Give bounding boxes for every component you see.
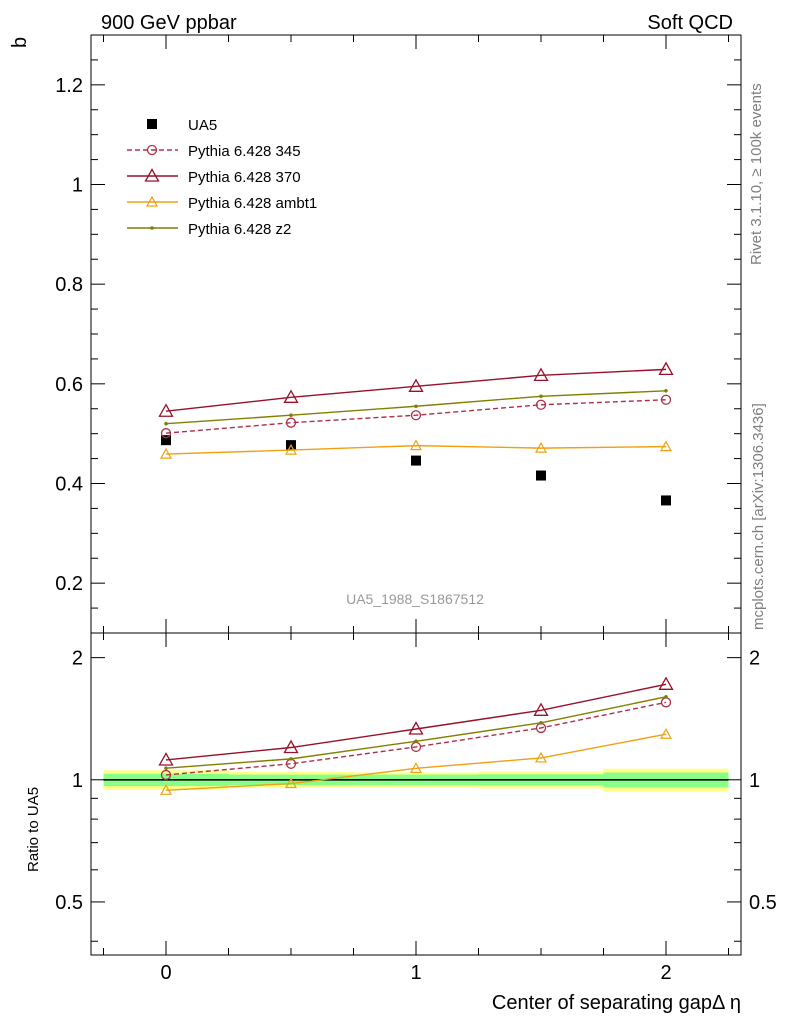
ratio-line-ambt1: [165, 733, 667, 792]
main-y-tick-label-5: 1.2: [55, 75, 83, 97]
mcplots-label: mcplots.cern.ch [arXiv:1306.3436]: [750, 403, 767, 630]
ratio-plot-frame: [90, 632, 742, 956]
data-point-ambt1-1: [284, 443, 298, 455]
data-point-ua5-4: [661, 495, 671, 506]
ratio-point-ambt1-4: [659, 727, 673, 739]
data-point-p345-3: [535, 399, 547, 410]
main-plot: 0.2 0.4 0.6 0.8 1 1.2: [55, 34, 742, 634]
header-right-label: Soft QCD: [647, 12, 733, 34]
ratio-point-p345-0: [160, 769, 172, 781]
data-point-ambt1-4: [659, 440, 673, 452]
data-point-z2-4: [664, 389, 668, 393]
legend: UA5 Pythia 6.428 345 Pythia 6.428 370 Pythi…: [127, 117, 317, 238]
data-point-p370-0: [158, 403, 174, 417]
data-point-ambt1-0: [159, 447, 173, 459]
x-tick-label-1: 1: [410, 962, 421, 984]
ratio-y-tick-label-1: 1: [72, 770, 83, 792]
data-point-ambt1-2: [409, 439, 423, 451]
legend-label-p345: Pythia 6.428 345: [188, 143, 301, 160]
series-line-ambt1: [165, 444, 667, 455]
ratio-point-p370-0: [158, 752, 174, 766]
ratio-point-z2-2: [414, 739, 418, 744]
rivet-label: Rivet 3.1.10, ≥ 100k events: [748, 83, 765, 265]
data-point-p370-4: [658, 361, 674, 376]
data-point-p345-2: [410, 410, 422, 421]
legend-marker-z2: [150, 226, 154, 230]
data-point-p370-3: [533, 367, 549, 382]
ratio-y-tick-label-right-1: 1: [749, 770, 760, 792]
watermark: UA5_1988_S1867512: [346, 591, 484, 607]
legend-label-ua5: UA5: [188, 117, 217, 134]
ratio-point-z2-4: [664, 695, 668, 699]
ratio-plot: 0.5 0.5 1 1 2 2 0 1 2: [55, 632, 777, 984]
data-point-p345-0: [160, 428, 172, 439]
main-y-tick-label-0: 0.2: [55, 573, 83, 595]
ratio-y-tick-label-2: 2: [72, 648, 83, 670]
data-point-p345-1: [285, 417, 297, 428]
legend-marker-ua5: [147, 119, 157, 129]
ratio-point-p370-3: [533, 702, 549, 716]
ratio-point-ambt1-3: [534, 751, 548, 763]
ratio-point-ambt1-1: [284, 777, 298, 789]
data-point-p370-2: [408, 378, 424, 392]
x-tick-label-0: 0: [160, 962, 171, 984]
x-axis-label: Center of separating gapΔ η: [492, 992, 741, 1014]
data-point-z2-1: [289, 413, 293, 418]
series-line-p370: [165, 368, 667, 412]
ratio-point-z2-0: [164, 766, 168, 770]
ratio-y-tick-label-0: 0.5: [55, 892, 83, 914]
data-point-z2-2: [414, 404, 418, 409]
legend-marker-p370: [144, 168, 160, 182]
legend-label-z2: Pythia 6.428 z2: [188, 221, 291, 238]
ratio-y-axis-label: Ratio to UA5: [25, 787, 42, 872]
ratio-point-ambt1-2: [409, 762, 423, 773]
data-point-ua5-3: [536, 470, 546, 481]
main-y-tick-label-1: 0.4: [55, 474, 83, 496]
data-point-ambt1-3: [534, 441, 548, 453]
main-y-axis-label: b: [9, 37, 31, 48]
legend-marker-p345: [146, 144, 158, 156]
data-point-p345-4: [660, 394, 672, 405]
ratio-y-tick-label-right-2: 2: [749, 648, 760, 670]
series-line-p345: [165, 399, 667, 434]
legend-label-p370: Pythia 6.428 370: [188, 169, 301, 186]
main-y-tick-label-3: 0.8: [55, 274, 83, 296]
main-y-tick-label-4: 1: [72, 175, 83, 197]
legend-label-ambt1: Pythia 6.428 ambt1: [188, 195, 317, 212]
ratio-line-z2: [165, 696, 667, 769]
data-point-z2-3: [539, 394, 543, 399]
data-point-ua5-2: [411, 455, 421, 466]
ratio-line-p345: [165, 701, 667, 776]
header-left-label: 900 GeV ppbar: [101, 12, 237, 34]
ratio-point-p370-4: [658, 676, 674, 690]
x-tick-label-2: 2: [660, 962, 671, 984]
legend-marker-ambt1: [145, 195, 159, 207]
ratio-point-ambt1-0: [159, 784, 173, 795]
ratio-point-z2-1: [289, 757, 293, 761]
data-point-ua5-0: [161, 435, 171, 446]
ratio-point-p370-2: [408, 721, 424, 735]
ratio-line-p370: [165, 683, 667, 761]
ratio-point-z2-3: [539, 720, 543, 725]
main-y-tick-label-2: 0.6: [55, 374, 83, 396]
data-point-p370-1: [283, 389, 299, 403]
ratio-point-p370-1: [283, 739, 299, 754]
data-point-z2-0: [164, 421, 168, 426]
ratio-y-tick-label-right-0: 0.5: [749, 892, 777, 914]
